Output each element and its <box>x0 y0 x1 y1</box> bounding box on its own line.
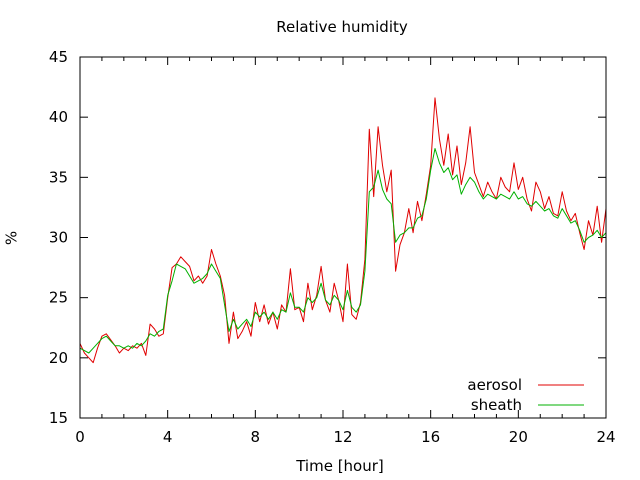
y-tick-label: 25 <box>49 289 68 307</box>
x-tick-label: 0 <box>75 428 85 446</box>
x-tick-label: 16 <box>421 428 440 446</box>
axis-ticks: 0 4 8 12 16 20 24 15 20 25 30 35 40 45 <box>49 48 616 446</box>
plot-frame <box>79 56 607 419</box>
x-tick-label: 8 <box>251 428 261 446</box>
series-line-sheath <box>79 148 607 354</box>
y-tick-label: 45 <box>49 48 68 66</box>
y-axis-label: % <box>3 231 21 245</box>
x-tick-label: 4 <box>163 428 173 446</box>
legend-label-sheath: sheath <box>471 396 522 414</box>
y-tick-label: 30 <box>49 229 68 247</box>
y-tick-label: 15 <box>49 409 68 427</box>
legend: aerosol sheath <box>467 376 584 414</box>
x-tick-label: 12 <box>333 428 352 446</box>
x-tick-label: 24 <box>596 428 615 446</box>
y-tick-label: 35 <box>49 168 68 186</box>
chart-title: Relative humidity <box>276 18 408 36</box>
x-axis-label: Time [hour] <box>295 457 384 475</box>
y-tick-label: 20 <box>49 349 68 367</box>
y-tick-label: 40 <box>49 108 68 126</box>
series-layer <box>79 97 607 364</box>
legend-label-aerosol: aerosol <box>467 376 522 394</box>
x-tick-label: 20 <box>509 428 528 446</box>
